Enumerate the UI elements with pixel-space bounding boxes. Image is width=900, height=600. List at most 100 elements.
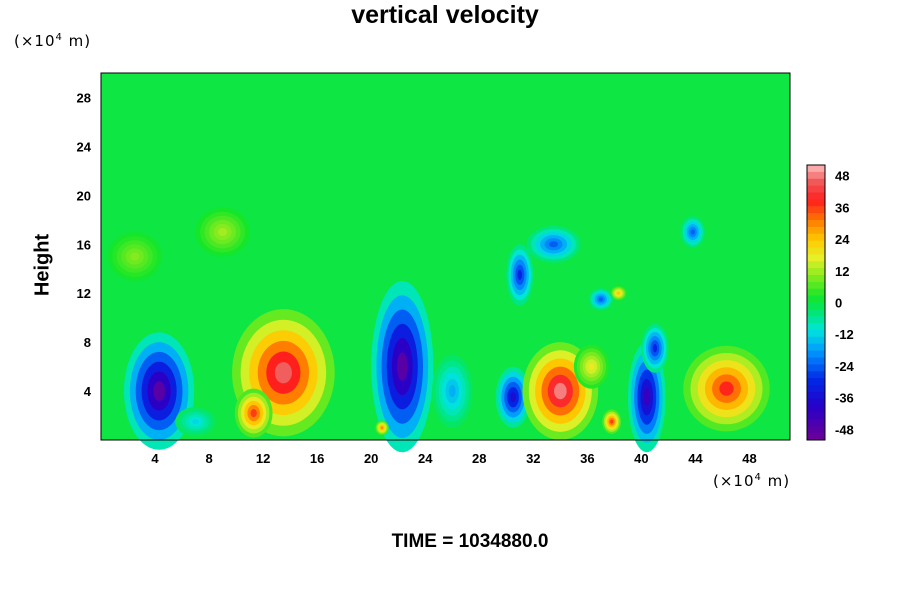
contour-level [588,362,595,371]
x-tick-label: 36 [580,451,594,466]
time-label: TIME = 1034880.0 [391,531,549,552]
colorbar-swatch [807,288,825,297]
colorbar-tick-label: 48 [835,169,849,184]
velocity-cell [526,225,581,263]
contour-level [690,229,695,235]
colorbar-tick-label: 36 [835,200,849,215]
x-tick-label: 8 [205,451,212,466]
velocity-cell [573,344,609,389]
y-tick-label: 8 [84,335,91,350]
colorbar-swatch [807,364,825,372]
y-tick-label: 28 [77,90,91,105]
velocity-cell [371,280,434,453]
colorbar-swatch [807,385,825,393]
contour-level [250,409,257,418]
colorbar: 48 36 24 12 0 -12 -24 -36 -48 [806,164,855,441]
colorbar-swatch [807,357,825,365]
colorbar-swatch [807,281,825,290]
colorbar-swatch [807,254,825,262]
colorbar-swatch [807,240,825,248]
colorbar-swatch [807,199,825,207]
contour-level [397,352,408,381]
velocity-cell [602,409,622,434]
contour-level [652,344,658,353]
x-axis-unit: (×104 m) [713,472,790,490]
velocity-cell [431,354,473,428]
colorbar-tick-label: -12 [835,327,854,342]
contour-level [610,419,614,424]
y-unit-prefix: (×10 [14,32,56,50]
x-tick-label: 12 [256,451,270,466]
x-tick-label: 40 [634,451,648,466]
y-tick-label: 20 [77,188,91,203]
plot-area [100,72,791,453]
contour-level [510,392,516,403]
velocity-cell [495,366,531,428]
colorbar-swatch [807,343,825,352]
contour-level [554,382,567,400]
x-tick-label: 4 [151,451,159,466]
colorbar-swatch [807,412,825,420]
contour-level [598,297,603,302]
colorbar-swatch [807,206,825,214]
colorbar-swatch [807,233,825,242]
chart-title: vertical velocity [351,1,539,29]
colorbar-swatch [807,247,825,255]
colorbar-swatch [807,165,825,173]
colorbar-swatch [807,405,825,413]
colorbar-swatch [807,350,825,358]
contour-level [153,381,165,401]
colorbar-tick-label: -24 [835,359,855,374]
colorbar-swatch [807,323,825,331]
velocity-cell [175,406,216,437]
colorbar-swatch [807,171,825,180]
y-tick-label: 4 [84,384,92,399]
y-tick-label: 12 [77,286,91,301]
colorbar-swatch [807,330,825,338]
velocity-cell [610,285,627,301]
colorbar-swatch [807,391,825,400]
colorbar-tick-label: 24 [835,232,850,247]
velocity-cell [588,288,614,311]
colorbar-swatch [807,192,825,200]
colorbar-swatch [807,302,825,310]
velocity-cell [506,244,534,306]
velocity-cell [107,232,162,281]
contour-level [617,291,620,295]
colorbar-tick-label: 0 [835,296,842,311]
y-axis-ticks: 4 8 12 16 20 24 28 [77,90,92,399]
y-tick-label: 16 [77,237,91,252]
velocity-cell [375,420,389,436]
x-axis-ticks: 4 8 12 16 20 24 28 32 36 40 44 48 [151,451,756,466]
contour-level [719,381,734,396]
colorbar-swatch [807,268,825,276]
colorbar-tick-label: 12 [835,264,849,279]
y-axis-unit: (×104 m) [14,32,91,50]
colorbar-swatch [807,419,825,427]
colorbar-tick-label: -48 [835,422,854,437]
y-tick-label: 24 [77,139,92,154]
colorbar-swatch [807,226,825,235]
colorbar-swatch [807,220,825,228]
contour-level [130,252,140,261]
plot-frame [100,72,791,441]
y-unit-suffix: m) [62,32,92,50]
colorbar-swatch [807,316,825,324]
x-unit-prefix: (×10 [713,472,755,490]
x-unit-suffix: m) [761,472,791,490]
x-tick-label: 16 [310,451,324,466]
velocity-cell [195,207,250,257]
velocity-cell [234,388,273,438]
colorbar-swatch [807,371,825,379]
colorbar-swatch [807,261,825,269]
colorbar-frame [806,164,826,441]
colorbar-swatch [807,178,825,187]
velocity-cell [683,345,770,432]
contour-level [380,426,384,429]
x-tick-label: 32 [526,451,540,466]
contour-level [643,388,650,407]
colorbar-swatch [807,295,825,303]
x-tick-label: 28 [472,451,486,466]
contour-level [517,269,523,280]
